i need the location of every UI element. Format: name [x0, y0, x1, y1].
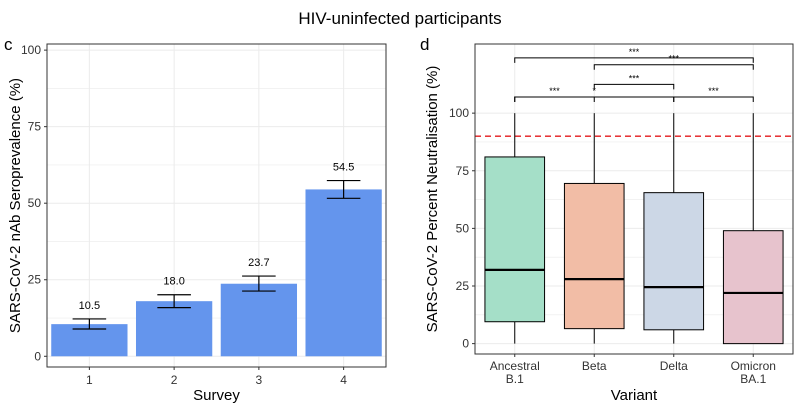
- d-y-tick-label: 0: [462, 337, 469, 351]
- panel-d-x-axis-label: Variant: [611, 387, 658, 404]
- panel-c: c 10.5 18.0 23.7 54.5 0 25 50 75 100 1 2 3 4 SARS-C…: [4, 35, 387, 404]
- c-x-tick-label: 2: [171, 373, 178, 387]
- d-x-tick-label-line2: BA.1: [740, 372, 766, 386]
- significance-label: ***: [549, 86, 560, 96]
- c-y-tick-label: 0: [34, 349, 41, 363]
- bar-value-label: 10.5: [79, 300, 100, 312]
- panel-d-significance-brackets: ********* *******: [514, 47, 754, 103]
- c-y-tick-label: 50: [28, 196, 42, 210]
- significance-label: *: [592, 86, 596, 96]
- bar-survey-3: [220, 283, 298, 357]
- panel-c-y-axis-label: SARS-CoV-2 nAb Seroprevalence (%): [7, 78, 24, 333]
- c-x-tick-label: 4: [340, 373, 347, 387]
- d-y-tick-label: 25: [456, 279, 470, 293]
- panel-c-x-axis-label: Survey: [193, 387, 240, 404]
- significance-bracket: [514, 57, 754, 63]
- significance-bracket: [673, 96, 754, 103]
- box-beta: [563, 182, 625, 330]
- box-omicron: [722, 230, 784, 345]
- d-x-tick-label: Ancestral: [490, 359, 540, 373]
- figure-title: HIV-uninfected participants: [298, 9, 501, 28]
- box-delta: [643, 192, 705, 331]
- d-y-tick-label: 50: [456, 221, 470, 235]
- significance-label: ***: [629, 47, 640, 57]
- significance-label: ***: [708, 86, 719, 96]
- c-x-tick-label: 3: [256, 373, 263, 387]
- c-y-tick-label: 75: [28, 120, 42, 134]
- panel-d-border: [474, 43, 794, 355]
- significance-bracket: [514, 96, 595, 103]
- bar-value-label: 54.5: [333, 162, 354, 174]
- bar-survey-2: [135, 301, 213, 357]
- d-y-tick-label: 75: [456, 164, 470, 178]
- panel-c-axes: 0 25 50 75 100 1 2 3 4: [21, 43, 347, 387]
- significance-label: ***: [668, 54, 679, 64]
- panel-c-marks: 10.5 18.0 23.7 54.5: [51, 162, 382, 357]
- bar-value-label: 18.0: [163, 276, 184, 288]
- box-ancestral: [484, 156, 546, 323]
- d-y-tick-label: 100: [449, 106, 469, 120]
- panel-d: d ********* ******* 0255075100AncestralB.…: [420, 35, 794, 404]
- d-x-tick-label: Omicron: [731, 359, 776, 373]
- significance-label: ***: [629, 73, 640, 83]
- c-y-tick-label: 25: [28, 273, 42, 287]
- d-x-tick-label-line2: B.1: [506, 372, 524, 386]
- bar-value-label: 23.7: [248, 257, 269, 269]
- significance-bracket: [593, 64, 754, 70]
- d-x-tick-label: Delta: [660, 359, 688, 373]
- panel-d-letter: d: [420, 35, 429, 54]
- panel-c-letter: c: [4, 35, 13, 54]
- panel-c-border: [46, 43, 387, 368]
- panel-d-y-axis-label: SARS-CoV-2 Percent Neutralisation (%): [424, 66, 441, 333]
- panel-d-marks: [475, 113, 793, 345]
- significance-bracket: [593, 83, 675, 90]
- bar-survey-4: [305, 189, 382, 357]
- d-x-tick-label: Beta: [582, 359, 607, 373]
- c-y-tick-label: 100: [21, 43, 41, 57]
- c-x-tick-label: 1: [86, 373, 93, 387]
